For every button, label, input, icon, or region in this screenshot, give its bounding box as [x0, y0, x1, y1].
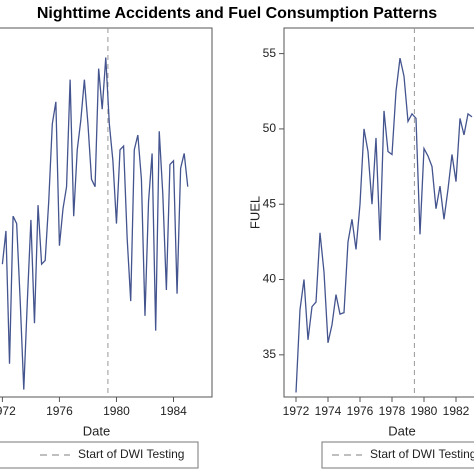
- x-tick-label: 1972: [0, 404, 16, 418]
- legend-box: [321, 441, 474, 469]
- plot-frame: [0, 27, 213, 398]
- x-tick-label: 1974: [315, 404, 342, 418]
- x-tick-label: 1980: [103, 404, 130, 418]
- y-tick-label: 55: [263, 46, 277, 60]
- x-tick-label: 1978: [379, 404, 406, 418]
- y-tick-label: 40: [263, 272, 277, 286]
- y-tick-label: 50: [263, 121, 277, 135]
- data-line: [295, 57, 473, 393]
- x-tick-label: 1976: [347, 404, 374, 418]
- legend-label: Start of DWI Testing: [370, 447, 474, 461]
- x-tick-label: 1982: [443, 404, 470, 418]
- x-axis-title: Date: [83, 423, 110, 438]
- legend-label: Start of DWI Testing: [78, 447, 184, 461]
- x-tick-label: 1972: [283, 404, 310, 418]
- x-axis-title: Date: [388, 423, 415, 438]
- y-axis-title: FUEL: [247, 196, 262, 229]
- data-line: [1, 57, 189, 390]
- y-tick-label: 45: [263, 196, 277, 210]
- legend-box: [0, 441, 199, 469]
- y-tick-label: 35: [263, 347, 277, 361]
- x-tick-label: 1984: [160, 404, 187, 418]
- x-tick-label: 1980: [411, 404, 438, 418]
- figure-title: Nighttime Accidents and Fuel Consumption…: [37, 5, 437, 22]
- plot-frame: [283, 27, 474, 398]
- x-tick-label: 1976: [46, 404, 73, 418]
